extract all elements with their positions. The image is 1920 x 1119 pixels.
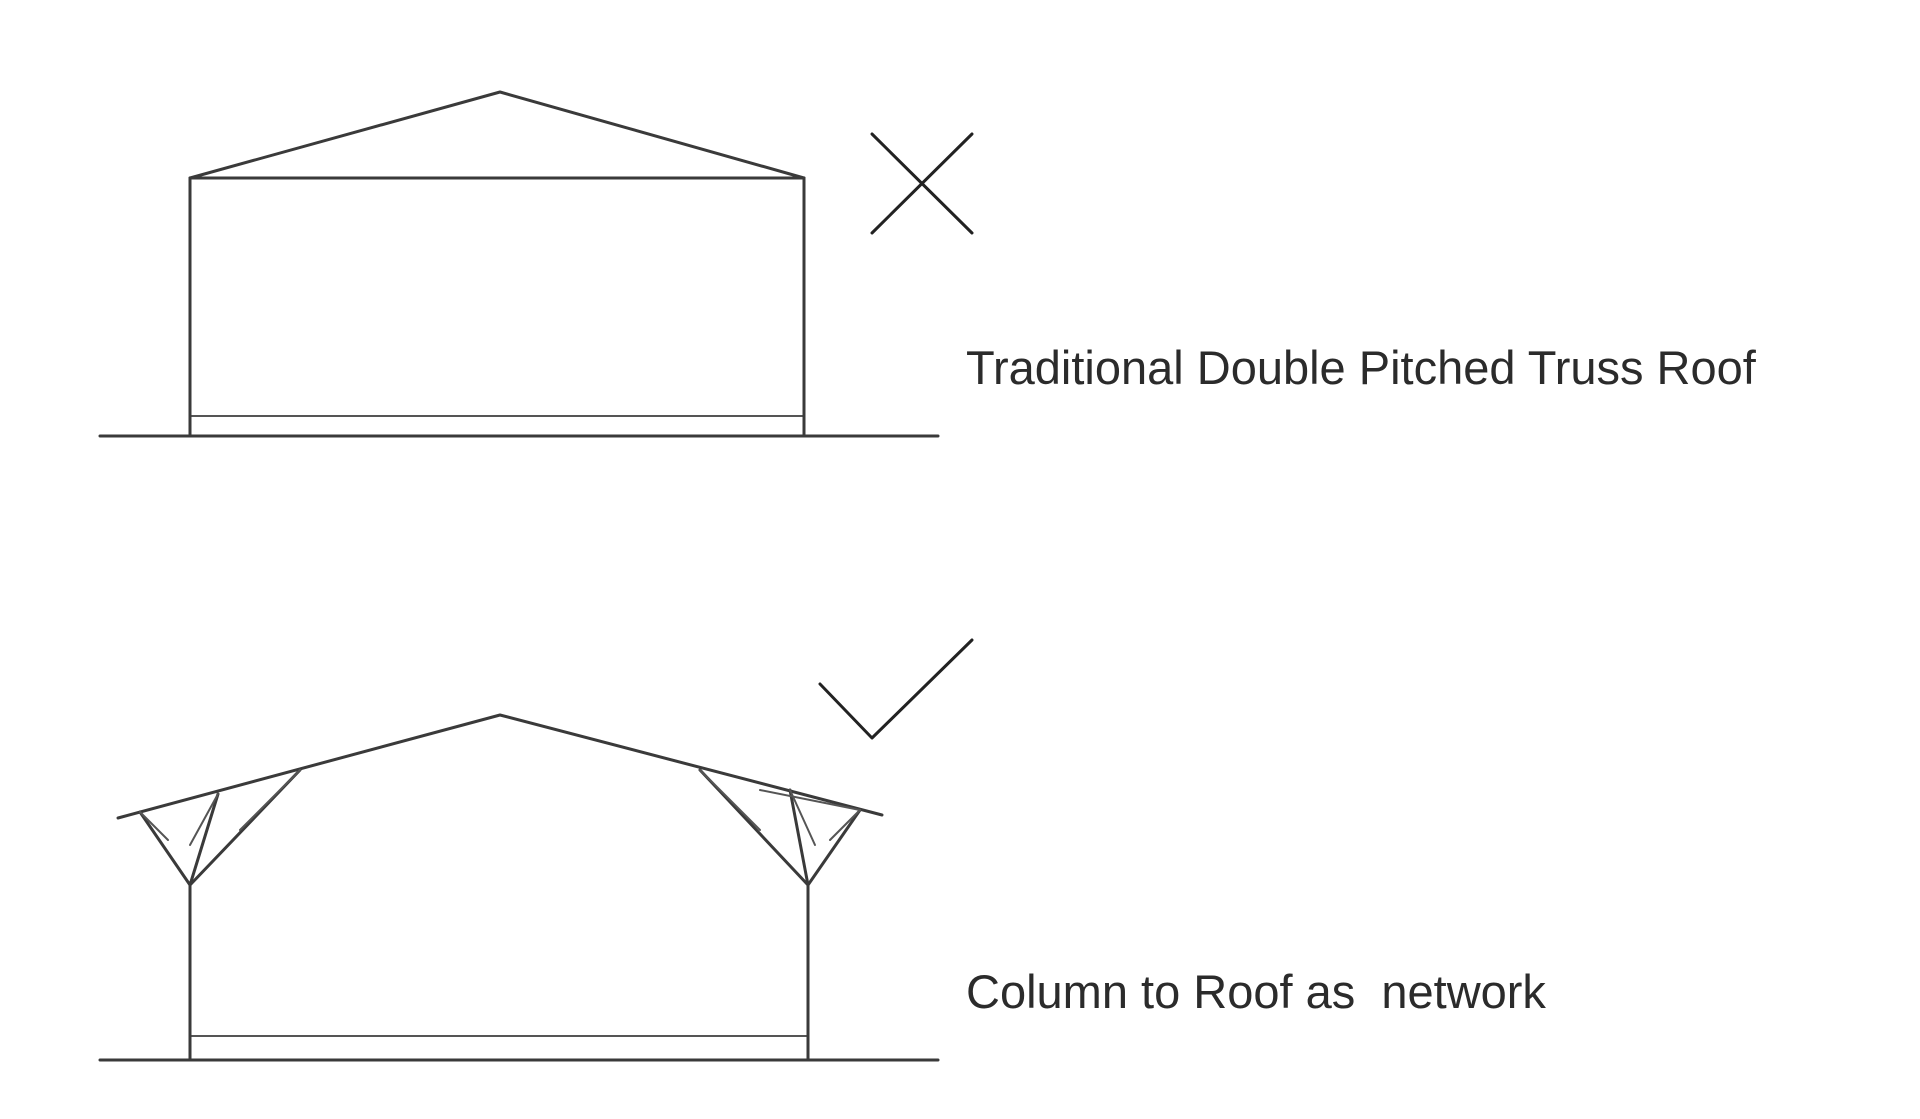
traditional-roof-panel: Traditional Double Pitched Truss Roof <box>98 90 1757 438</box>
left-branching-column-head <box>138 768 302 887</box>
checkmark-icon <box>818 638 974 740</box>
network-roof-label: Column to Roof as network <box>966 965 1546 1018</box>
traditional-building-elevation <box>98 90 940 438</box>
pitched-roof-ridge <box>116 713 884 820</box>
right-branching-column-head <box>698 768 862 887</box>
cross-icon <box>870 132 974 235</box>
traditional-roof-label: Traditional Double Pitched Truss Roof <box>966 341 1757 394</box>
network-roof-panel: Column to Roof as network <box>98 638 1546 1062</box>
double-pitched-roof <box>188 90 806 180</box>
network-building-elevation <box>98 713 940 1062</box>
